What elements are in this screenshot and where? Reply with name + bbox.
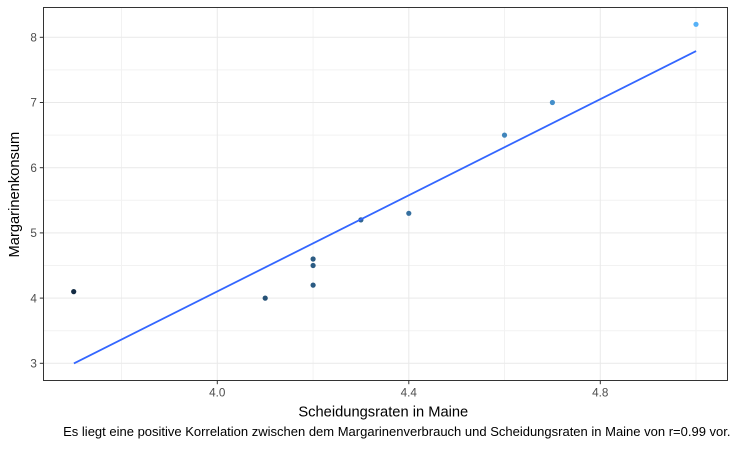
svg-text:8: 8 (30, 32, 37, 45)
svg-text:7: 7 (30, 97, 37, 110)
svg-text:4.0: 4.0 (209, 387, 226, 400)
svg-text:Scheidungsraten in Maine: Scheidungsraten in Maine (298, 405, 468, 421)
svg-text:4.8: 4.8 (592, 387, 608, 400)
svg-text:3: 3 (30, 358, 37, 371)
svg-text:4.4: 4.4 (401, 387, 418, 400)
svg-text:6: 6 (30, 162, 37, 175)
svg-text:5: 5 (30, 227, 37, 240)
svg-text:4: 4 (30, 292, 37, 305)
svg-text:Es liegt eine positive Korrela: Es liegt eine positive Korrelation zwisc… (63, 424, 730, 439)
svg-text:Margarinenkonsum: Margarinenkonsum (7, 132, 23, 258)
